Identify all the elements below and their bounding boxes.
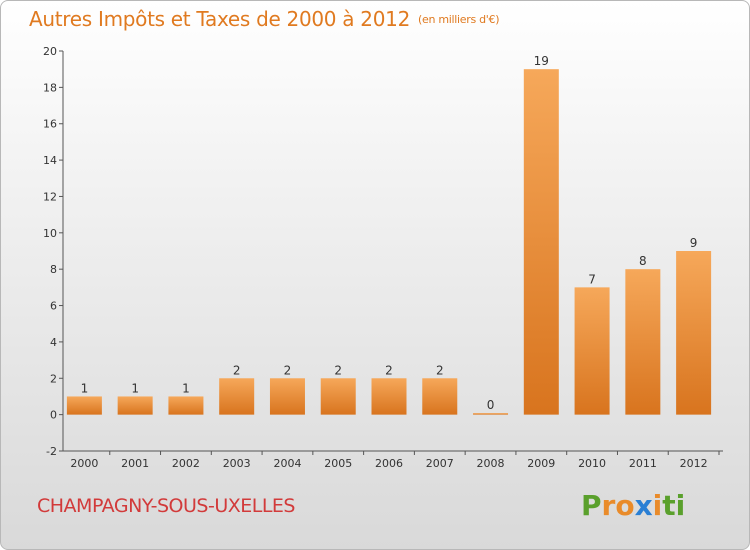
x-tick-label: 2000 [70, 457, 98, 470]
bar-value-label: 2 [284, 363, 292, 377]
bar-value-label: 2 [436, 363, 444, 377]
y-tick-label: 18 [43, 81, 57, 94]
x-tick-label: 2008 [477, 457, 505, 470]
x-tick-label: 2010 [578, 457, 606, 470]
proxiti-logo: Proxiti [581, 489, 685, 522]
bar-value-label: 2 [233, 363, 241, 377]
y-tick-label: 16 [43, 118, 57, 131]
x-tick-label: 2004 [273, 457, 301, 470]
bar-2011 [625, 269, 661, 415]
bar-value-label: 1 [131, 381, 139, 395]
logo-letter: o [615, 489, 635, 522]
x-tick-label: 2003 [223, 457, 251, 470]
y-tick-label: 8 [50, 263, 57, 276]
bar-2012 [676, 251, 712, 415]
y-tick-label: 2 [50, 372, 57, 385]
y-tick-label: 6 [50, 300, 57, 313]
bar-2003 [219, 378, 255, 415]
logo-letter: P [581, 489, 602, 522]
bar-value-label: 0 [487, 398, 495, 412]
bar-2008 [473, 413, 509, 415]
bar-2010 [574, 287, 610, 415]
bar-value-label: 7 [588, 272, 596, 286]
bar-2007 [422, 378, 458, 415]
x-tick-label: 2012 [680, 457, 708, 470]
y-tick-label: 12 [43, 190, 57, 203]
x-tick-label: 2011 [629, 457, 657, 470]
logo-letter: i [652, 489, 663, 522]
bar-value-label: 8 [639, 254, 647, 268]
bar-2006 [371, 378, 407, 415]
bar-2000 [66, 396, 102, 415]
bar-value-label: 2 [334, 363, 342, 377]
x-tick-label: 2002 [172, 457, 200, 470]
bar-2002 [168, 396, 204, 415]
bar-value-label: 1 [182, 381, 190, 395]
bar-value-label: 2 [385, 363, 393, 377]
y-tick-label: 4 [50, 336, 57, 349]
x-tick-label: 2005 [324, 457, 352, 470]
y-tick-label: 14 [43, 154, 57, 167]
bar-2005 [320, 378, 356, 415]
logo-letter: x [634, 489, 653, 522]
logo-letter: i [675, 489, 686, 522]
chart-title: Autres Impôts et Taxes de 2000 à 2012 (en… [29, 7, 500, 31]
bar-value-label: 9 [690, 236, 698, 250]
x-tick-label: 2009 [527, 457, 555, 470]
x-tick-label: 2006 [375, 457, 403, 470]
y-tick-label: 20 [43, 45, 57, 58]
logo-letter: t [662, 489, 676, 522]
y-tick-label: 10 [43, 227, 57, 240]
bar-value-label: 19 [534, 54, 549, 68]
logo-letter: r [601, 489, 616, 522]
bar-value-label: 1 [81, 381, 89, 395]
x-tick-label: 2007 [426, 457, 454, 470]
bar-2004 [269, 378, 305, 415]
commune-name: CHAMPAGNY-SOUS-UXELLES [37, 495, 296, 517]
bar-2009 [523, 69, 559, 415]
y-tick-label: 0 [50, 409, 57, 422]
x-tick-label: 2001 [121, 457, 149, 470]
y-tick-label: -2 [46, 445, 57, 458]
chart-subtitle: (en milliers d'€) [418, 13, 500, 26]
bar-2001 [117, 396, 153, 415]
